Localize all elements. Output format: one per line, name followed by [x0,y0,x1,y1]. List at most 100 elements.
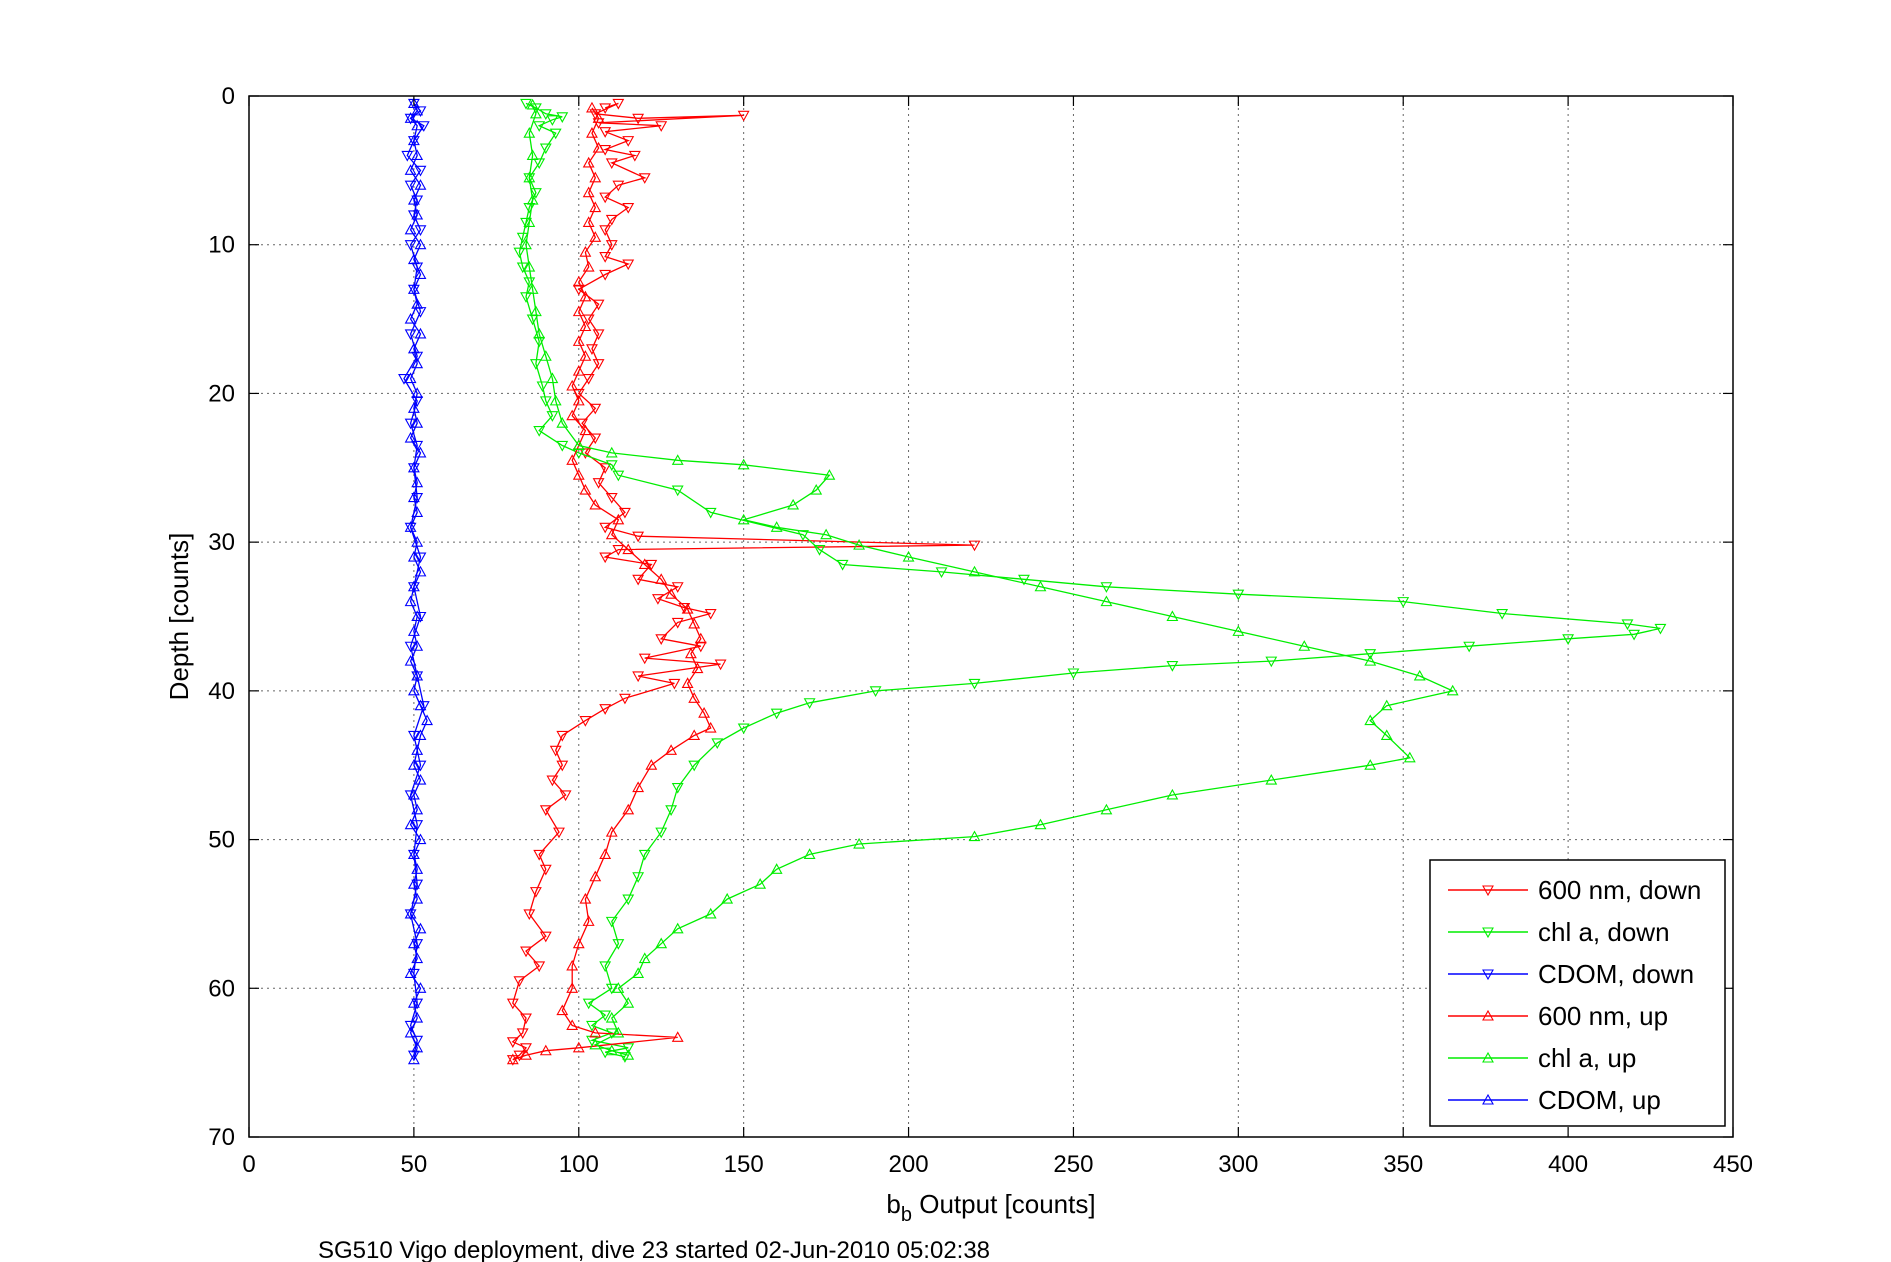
data-point [404,790,417,802]
data-point [523,260,536,272]
y-tick-label: 70 [208,1124,235,1151]
axis-ticks: 0 50 100 150 200 250 300 350 400 450 0 10 20 30 40 50 60… [208,83,1753,1178]
data-point [546,411,559,422]
data-point [539,396,552,407]
data-point [869,686,882,697]
data-point [1562,634,1575,645]
data-point [411,440,424,452]
data-point [823,469,836,480]
data-point [407,342,420,354]
data-point [638,849,651,861]
data-point [572,448,585,460]
data-point [605,214,618,226]
data-point [411,262,424,274]
data-point [411,195,424,207]
data-point [612,98,625,110]
data-point [622,1043,635,1054]
data-point [407,580,420,592]
data-point [655,121,668,132]
data-point [605,158,618,170]
data-point [414,268,427,280]
data-point [721,892,734,904]
legend-box [1429,859,1726,1127]
data-point [516,232,529,244]
series-line [525,104,1455,1056]
data-point [411,104,424,116]
data-point [1380,729,1393,741]
data-point [605,240,618,251]
data-point [516,1028,529,1040]
data-point [1654,623,1667,635]
data-point [526,193,539,205]
data-point [414,238,427,250]
y-tick-label: 20 [208,380,235,407]
data-point [1621,619,1634,631]
data-point [520,1043,532,1054]
data-point [645,759,658,770]
data-point [414,833,427,845]
data-point [526,283,539,294]
data-point [589,433,602,445]
data-point [572,394,585,406]
data-point [411,536,424,547]
data-point [533,121,546,132]
data-point [704,907,717,919]
data-point [553,827,565,839]
data-point [853,538,866,550]
x-axis-label-subscript: b [901,1204,912,1226]
data-point [820,528,833,540]
data-point [665,805,678,816]
data-point [638,558,651,569]
data-point [566,982,579,993]
data-point [414,982,427,993]
data-point [411,357,424,369]
series-line [512,107,712,1061]
data-point [694,641,707,653]
data-point [589,403,602,415]
data-point [414,611,427,623]
x-tick-label: 450 [1713,1151,1753,1178]
data-point [513,976,526,987]
legend-item: chl a, up [1448,1043,1636,1073]
legend-label: CDOM, up [1538,1085,1661,1115]
data-point [414,699,427,711]
data-point [619,1052,631,1063]
data-point [556,417,569,428]
data-point [1463,641,1476,653]
data-point [407,759,420,770]
data-point [684,647,697,659]
data-point [1018,574,1030,586]
data-point [411,803,424,815]
data-point [688,617,701,629]
data-point [546,372,559,384]
data-point [589,201,602,213]
data-point [1403,751,1416,763]
data-point [612,470,625,482]
data-point [529,305,542,317]
data-point [632,781,645,793]
data-point [655,937,668,949]
data-point [622,543,635,555]
data-point [1166,788,1179,800]
data-point [414,179,427,190]
data-point [1166,661,1179,672]
data-point [638,952,651,964]
data-point [711,738,724,750]
legend-marker [1482,927,1494,939]
data-point [539,143,552,155]
data-point [599,127,612,138]
data-point [520,98,532,110]
data-point [407,491,420,503]
data-point [414,729,427,741]
data-point [520,1013,532,1025]
data-point [411,952,424,964]
data-point [582,260,595,272]
x-tick-label: 350 [1383,1151,1423,1178]
data-point [404,907,417,919]
data-point [671,454,684,465]
legend-label: CDOM, down [1538,959,1694,989]
x-tick-label: 200 [889,1151,929,1178]
x-tick-label: 300 [1218,1151,1258,1178]
data-point [404,431,417,443]
data-point [404,818,417,830]
